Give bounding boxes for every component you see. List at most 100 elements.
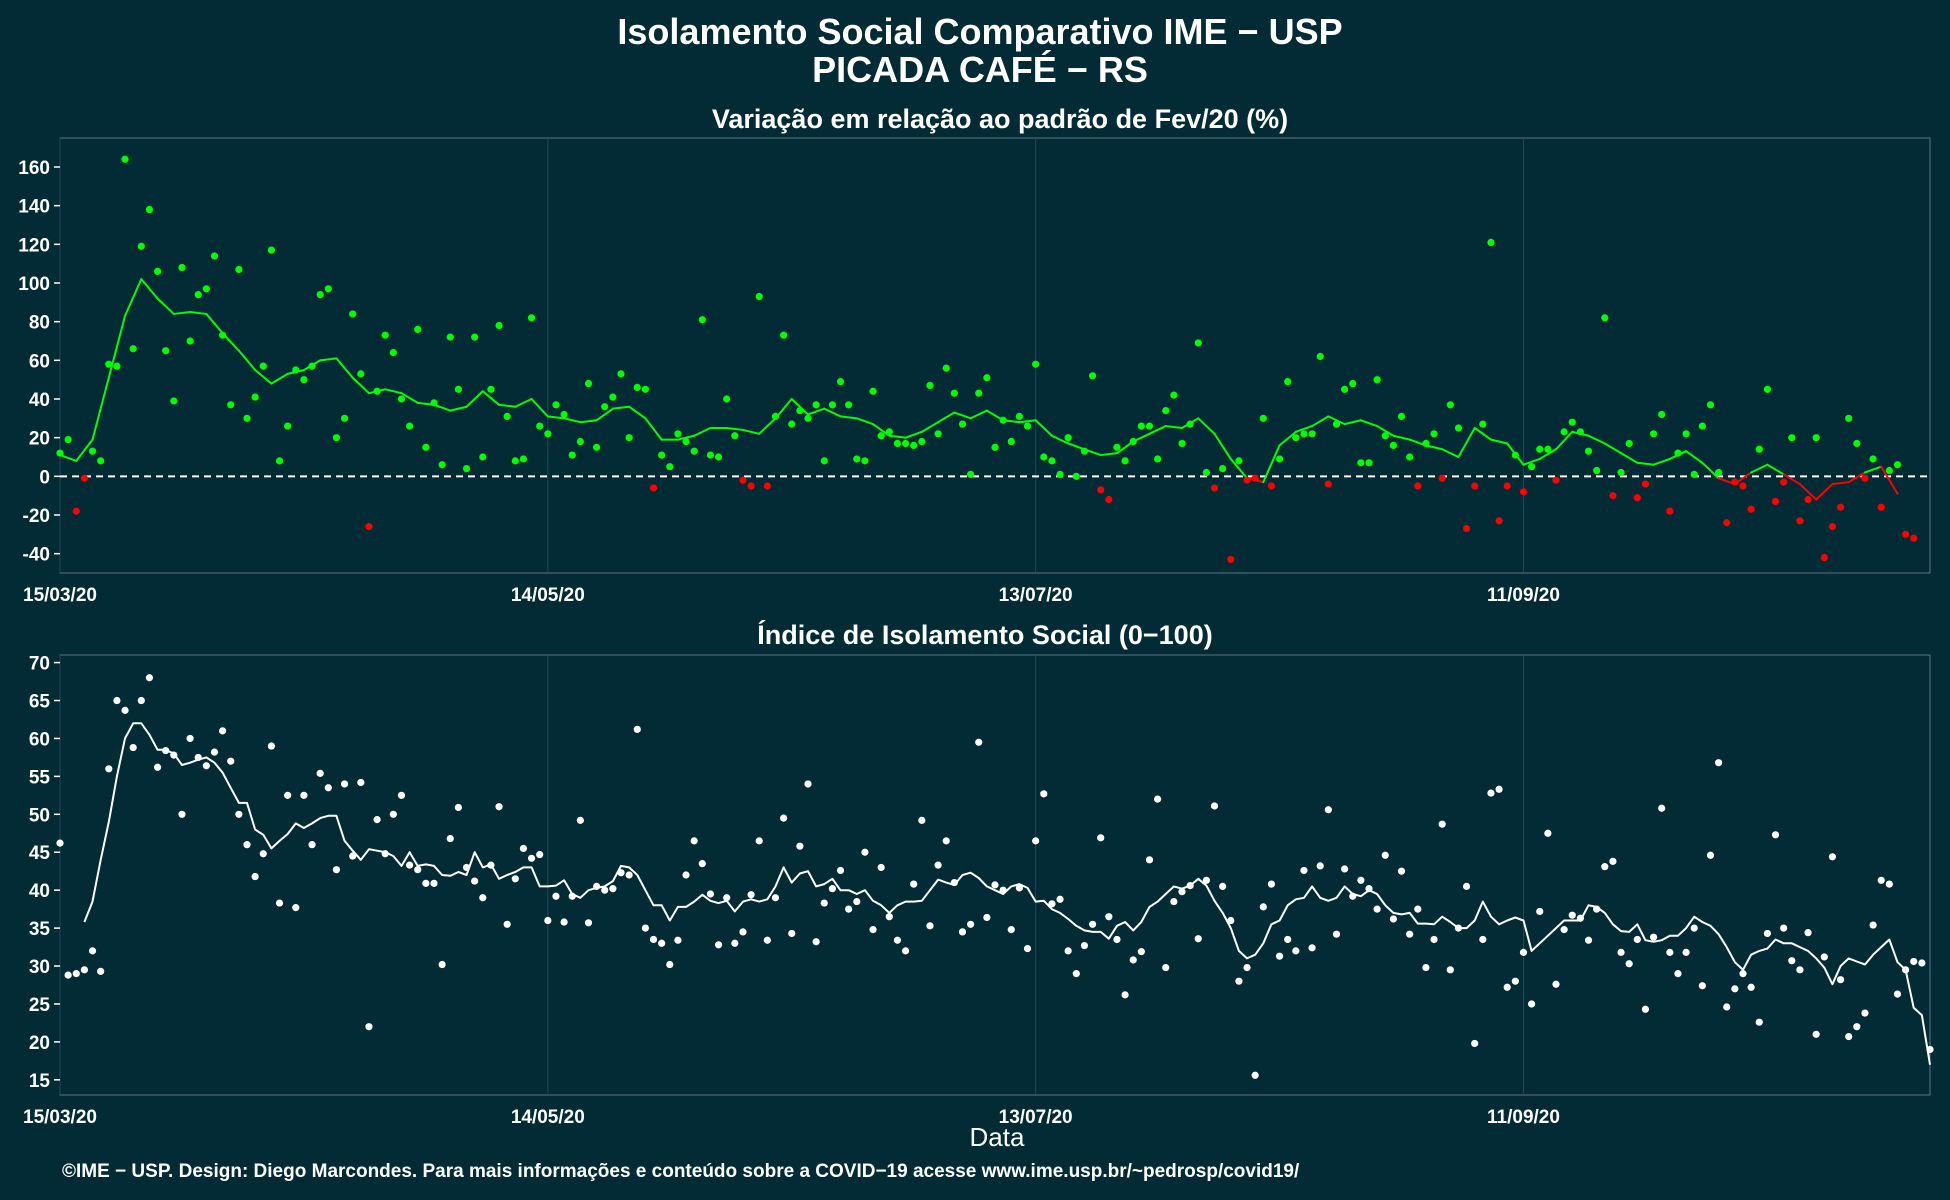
data-point — [1324, 480, 1332, 488]
x-tick-label: 15/03/20 — [23, 585, 97, 606]
moving-average-segment — [807, 407, 826, 416]
data-point — [1072, 970, 1080, 978]
data-point — [1641, 480, 1650, 488]
data-point — [1796, 517, 1804, 525]
data-point — [674, 430, 682, 438]
data-point — [1121, 991, 1129, 999]
data-point — [763, 936, 771, 944]
moving-average-segment — [628, 405, 647, 420]
data-point — [633, 725, 641, 733]
data-point — [1804, 495, 1812, 504]
data-point — [1666, 948, 1674, 956]
data-point — [471, 877, 479, 885]
moving-average-segment — [254, 369, 273, 385]
data-point — [1015, 884, 1023, 892]
moving-average-segment — [563, 417, 582, 424]
data-point — [1145, 856, 1154, 864]
data-point — [527, 854, 536, 862]
data-point — [1243, 963, 1251, 972]
moving-average-segment — [1359, 419, 1379, 428]
data-point — [1519, 948, 1528, 956]
data-point — [1706, 401, 1715, 409]
data-point — [1349, 379, 1357, 388]
data-point — [1324, 806, 1332, 814]
y-tick-label: 80 — [29, 313, 50, 334]
data-point — [1682, 948, 1690, 956]
data-point — [1162, 963, 1170, 972]
data-point — [1235, 977, 1243, 985]
moving-average-segment — [140, 278, 159, 300]
y-tick-label: 40 — [29, 881, 50, 902]
moving-average-segment — [1603, 442, 1623, 455]
x-tick-label: 13/07/20 — [999, 585, 1073, 606]
data-point — [275, 899, 284, 907]
data-point — [527, 314, 536, 322]
data-point — [1576, 914, 1584, 922]
data-point — [210, 252, 219, 260]
data-point — [1341, 865, 1349, 873]
moving-average-segment — [1587, 434, 1606, 445]
data-point — [340, 780, 349, 788]
y-tick-label: 45 — [29, 843, 51, 864]
data-point — [1788, 957, 1796, 965]
data-point — [877, 432, 885, 440]
data-point — [1503, 983, 1511, 991]
moving-average-segment — [758, 417, 777, 435]
data-point — [1885, 880, 1893, 888]
panel-isolation-index: 15/03/20 14/05/20 13/07/20 11/09/20 15 20 25 30… — [23, 654, 1934, 1128]
x-tick-label: 14/05/20 — [511, 1107, 585, 1128]
data-point — [243, 841, 251, 849]
data-point — [934, 430, 942, 438]
data-point — [1731, 985, 1739, 993]
data-point — [747, 891, 755, 899]
moving-average-segment — [75, 438, 94, 462]
data-point — [893, 439, 902, 448]
data-point — [357, 778, 365, 787]
y-tick-label: 60 — [29, 729, 50, 750]
data-point — [796, 842, 804, 850]
panel-2-title: Índice de Isolamento Social (0−100) — [757, 619, 1212, 650]
data-point — [910, 441, 918, 449]
data-point — [1869, 455, 1877, 463]
moving-average-segment — [530, 398, 549, 418]
data-point — [1438, 474, 1446, 482]
data-point — [1771, 831, 1780, 839]
data-point — [601, 403, 609, 411]
moving-average-segment — [1620, 452, 1639, 464]
data-point — [519, 455, 528, 463]
panel-variation: 15/03/20 14/05/20 13/07/20 11/09/20 -40 -20 0 2… — [18, 137, 1931, 606]
data-point — [1861, 474, 1869, 482]
data-point — [1576, 428, 1584, 436]
data-point — [414, 866, 422, 874]
data-point — [1259, 414, 1267, 422]
moving-average-segment — [1034, 419, 1053, 437]
y-tick-label: 25 — [29, 995, 51, 1016]
data-point — [1056, 470, 1064, 478]
data-point — [113, 696, 121, 705]
data-point — [1877, 503, 1885, 511]
data-point — [145, 205, 154, 214]
moving-average-segment — [644, 417, 663, 441]
moving-average-segment — [107, 314, 127, 379]
moving-average-segment — [1538, 448, 1557, 460]
moving-average-segment — [1652, 457, 1671, 466]
data-point — [1365, 885, 1373, 893]
data-point — [1292, 434, 1300, 442]
data-point — [1389, 915, 1397, 923]
data-point — [1568, 911, 1576, 919]
data-point — [1308, 430, 1316, 438]
data-point — [1023, 944, 1032, 953]
data-point — [1560, 428, 1568, 436]
moving-average-segment — [335, 357, 354, 379]
data-point — [853, 455, 861, 463]
data-point — [332, 866, 341, 874]
data-point — [72, 507, 80, 515]
y-tick-label: 15 — [29, 1071, 51, 1092]
moving-average-segment — [124, 278, 143, 317]
data-point — [1584, 936, 1593, 944]
data-point — [958, 928, 967, 936]
data-point — [1406, 453, 1414, 461]
data-point — [406, 861, 414, 869]
data-point — [552, 401, 560, 409]
